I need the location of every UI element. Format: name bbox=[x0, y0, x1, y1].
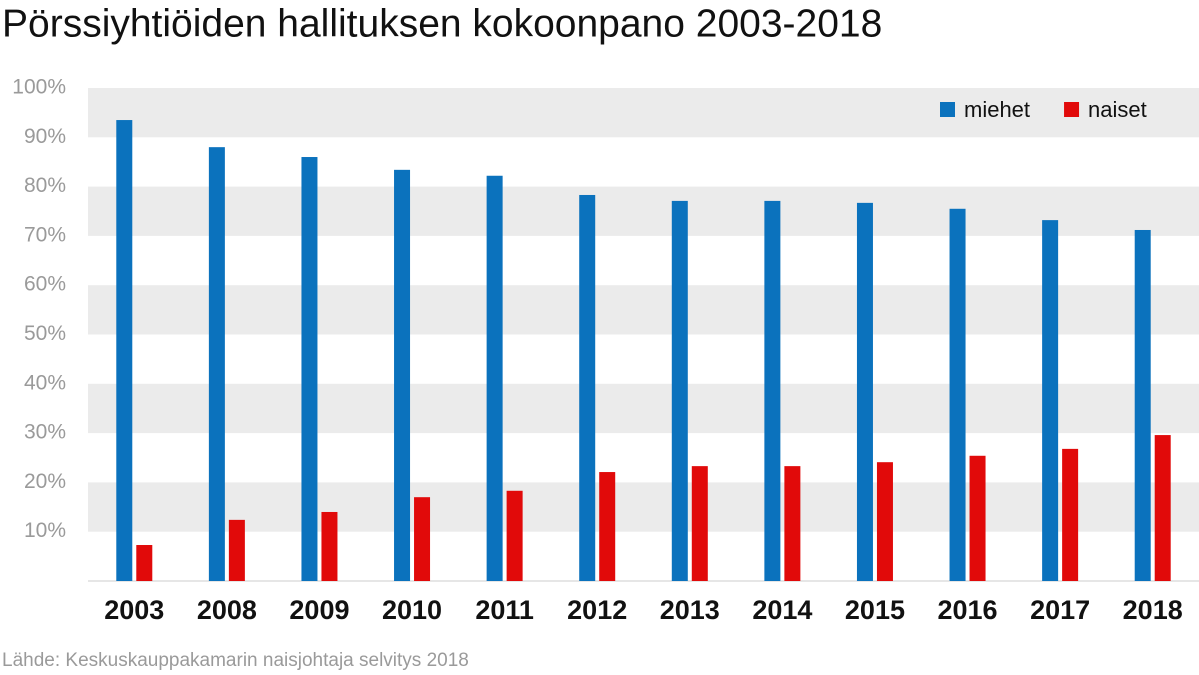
x-tick-label: 2012 bbox=[567, 595, 627, 625]
legend-swatch bbox=[1064, 102, 1080, 117]
y-tick-label: 10% bbox=[24, 519, 66, 542]
bar bbox=[949, 208, 966, 581]
bar bbox=[876, 462, 893, 581]
x-tick-label: 2010 bbox=[382, 595, 442, 625]
x-tick-label: 2018 bbox=[1123, 595, 1183, 625]
y-tick-label: 40% bbox=[24, 371, 66, 394]
legend-label: miehet bbox=[964, 97, 1030, 122]
bar bbox=[1134, 229, 1151, 581]
grid-band bbox=[88, 285, 1199, 335]
x-tick-label: 2011 bbox=[475, 595, 534, 625]
y-tick-label: 90% bbox=[24, 125, 66, 148]
bar bbox=[599, 472, 616, 581]
grid-band bbox=[88, 482, 1199, 532]
x-tick-label: 2008 bbox=[197, 595, 257, 625]
grid-band bbox=[88, 383, 1199, 434]
x-tick-label: 2003 bbox=[104, 595, 164, 625]
x-tick-label: 2015 bbox=[845, 595, 905, 625]
bar bbox=[414, 497, 431, 581]
legend-label: naiset bbox=[1088, 97, 1147, 122]
x-tick-label: 2009 bbox=[289, 595, 349, 625]
bar bbox=[969, 455, 986, 581]
y-tick-label: 60% bbox=[24, 273, 66, 296]
x-tick-label: 2016 bbox=[938, 595, 998, 625]
bar bbox=[1042, 220, 1059, 581]
bar bbox=[116, 120, 133, 582]
bar bbox=[301, 157, 318, 581]
source-note: Lähde: Keskuskauppakamarin naisjohtaja s… bbox=[2, 650, 469, 671]
y-tick-label: 70% bbox=[24, 223, 66, 246]
bar bbox=[321, 511, 338, 581]
bar bbox=[136, 545, 153, 581]
grid-band bbox=[88, 186, 1199, 236]
x-tick-label: 2017 bbox=[1030, 595, 1090, 625]
bar bbox=[228, 519, 245, 581]
chart-title: Pörssiyhtiöiden hallituksen kokoonpano 2… bbox=[2, 2, 882, 45]
bar bbox=[506, 490, 523, 581]
y-tick-label: 100% bbox=[12, 76, 66, 99]
grid-band bbox=[88, 88, 1199, 138]
bar bbox=[394, 169, 411, 581]
x-tick-label: 2014 bbox=[752, 595, 812, 625]
bar bbox=[1154, 435, 1171, 581]
bar bbox=[691, 466, 708, 581]
bar bbox=[1062, 448, 1079, 581]
bar bbox=[671, 200, 688, 581]
bar bbox=[784, 466, 801, 581]
y-tick-label: 80% bbox=[24, 174, 66, 197]
bar bbox=[579, 194, 596, 581]
y-tick-label: 20% bbox=[24, 470, 66, 493]
y-tick-label: 50% bbox=[24, 322, 66, 345]
bar bbox=[486, 175, 503, 581]
bar bbox=[208, 147, 225, 581]
bar bbox=[764, 200, 781, 581]
bar bbox=[856, 202, 873, 581]
legend-swatch bbox=[940, 102, 955, 117]
x-tick-label: 2013 bbox=[660, 595, 720, 625]
y-tick-label: 30% bbox=[24, 421, 66, 444]
